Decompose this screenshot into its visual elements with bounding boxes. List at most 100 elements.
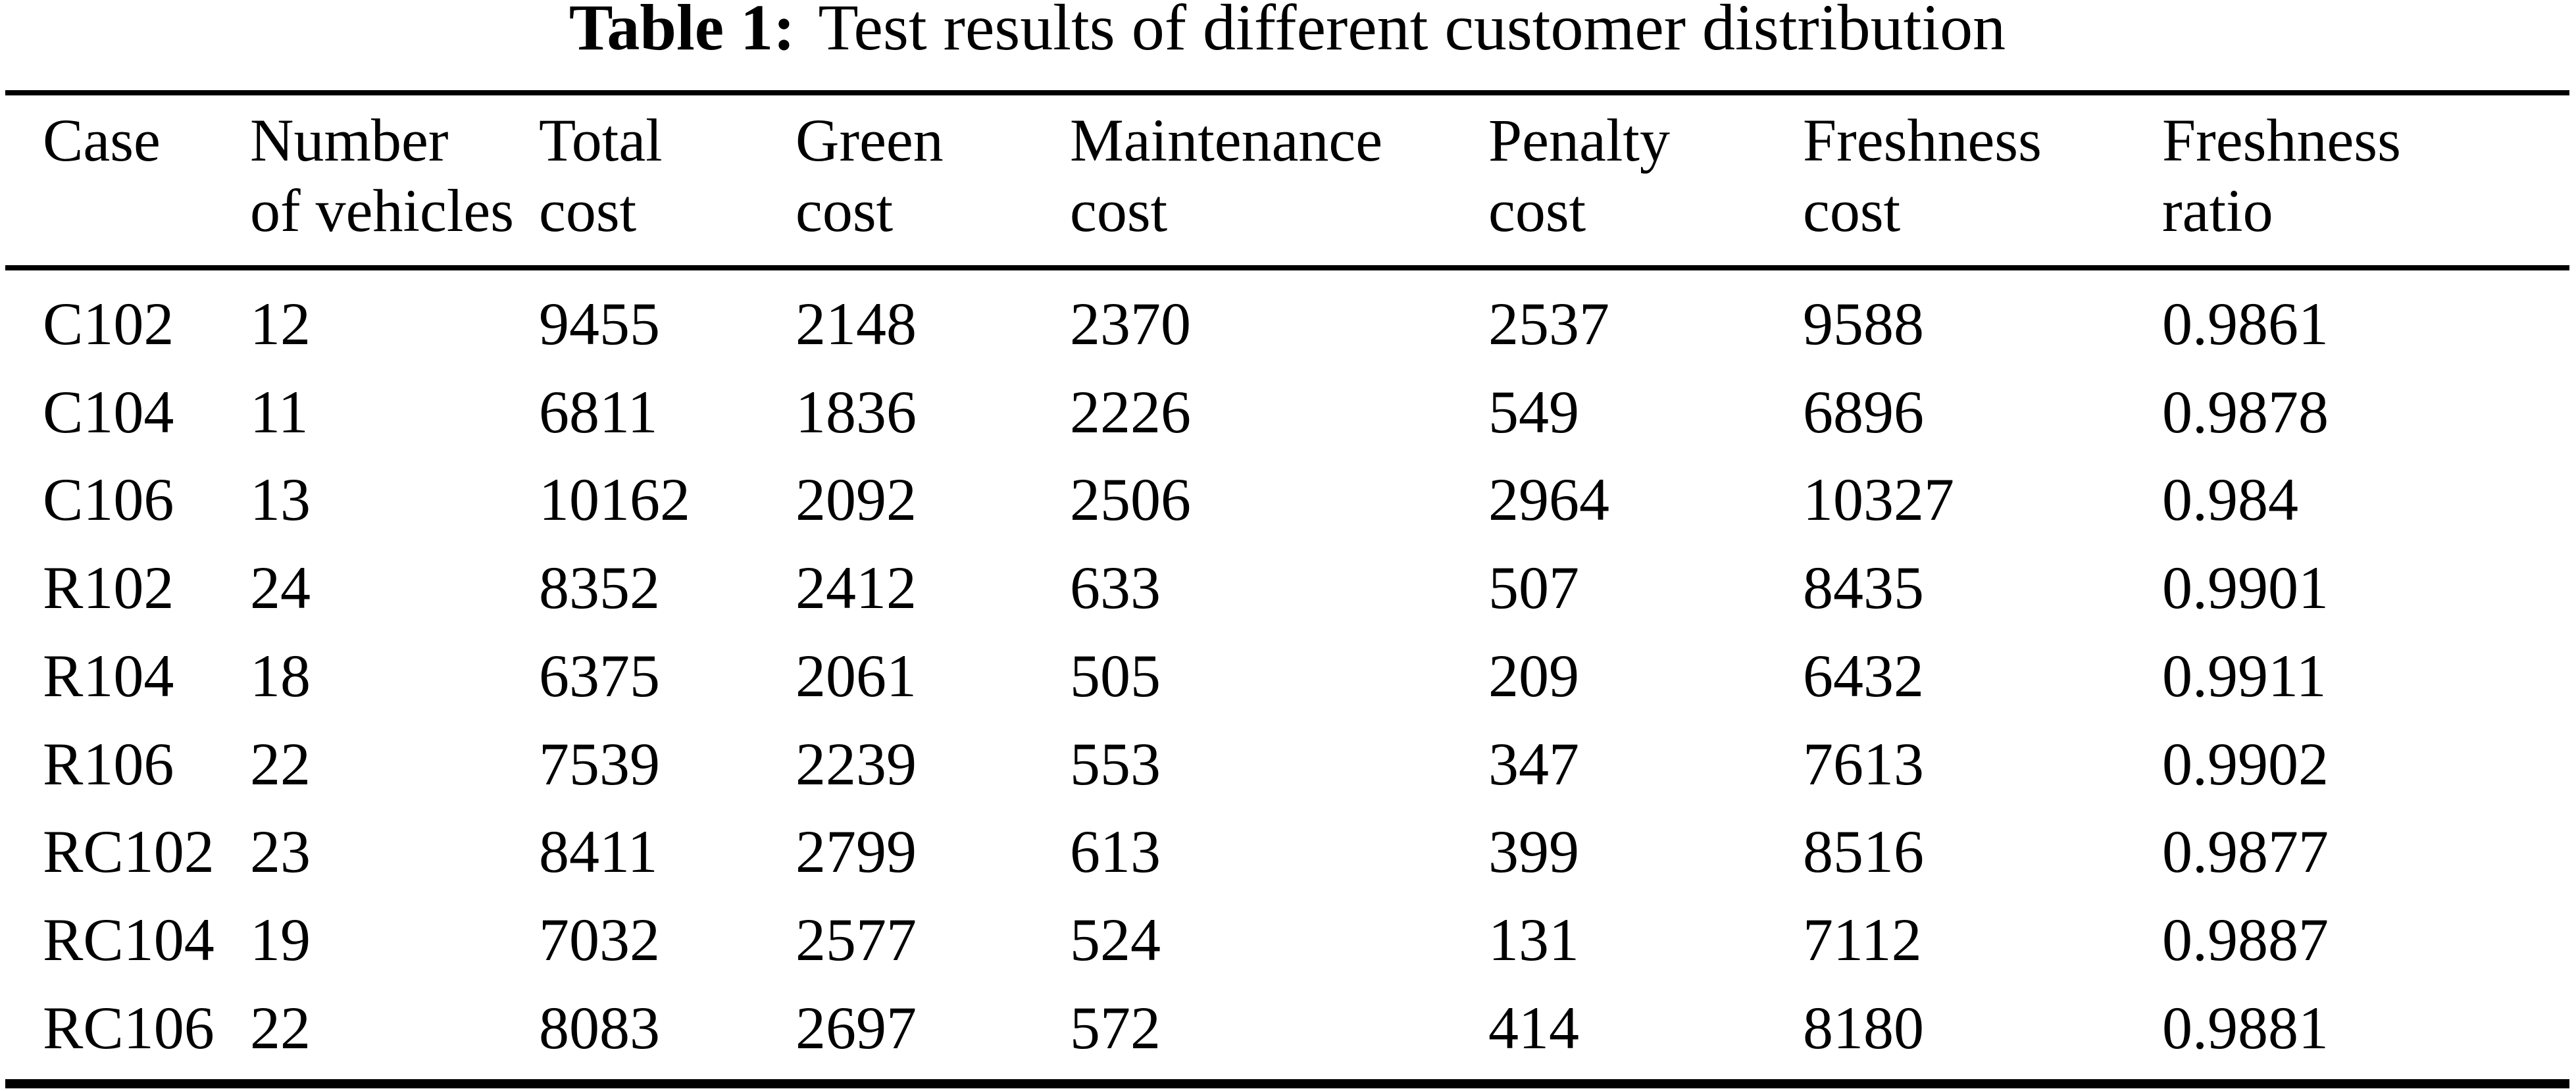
- cell-vehicles: 22: [250, 730, 311, 798]
- cell-freshness-cost: 8180: [1803, 994, 1924, 1061]
- cell-green-cost: 2148: [796, 290, 917, 357]
- cell-green-cost: 2092: [796, 466, 917, 534]
- cell-total-cost: 8352: [539, 554, 660, 622]
- cell-maintenance-cost: 2226: [1070, 378, 1191, 445]
- cell-freshness-cost: 7613: [1803, 730, 1924, 798]
- header-line: Case: [43, 107, 161, 174]
- cell-vehicles: 12: [250, 290, 311, 357]
- cell-maintenance-cost: 524: [1070, 906, 1161, 974]
- cell-freshness-ratio: 0.9877: [2162, 818, 2329, 886]
- cell-vehicles: 22: [250, 994, 311, 1061]
- cell-total-cost: 8083: [539, 994, 660, 1061]
- header-line: cost: [796, 177, 894, 244]
- cell-penalty-cost: 507: [1488, 554, 1579, 622]
- cell-freshness-ratio: 0.9911: [2162, 642, 2327, 709]
- cell-freshness-ratio: 0.9887: [2162, 906, 2329, 974]
- header-line: Freshness: [1803, 107, 2042, 174]
- cell-penalty-cost: 347: [1488, 730, 1579, 798]
- cell-case: RC106: [43, 994, 215, 1061]
- header-line: Freshness: [2162, 107, 2401, 174]
- table-caption-label: Table 1:: [568, 0, 796, 64]
- cell-freshness-ratio: 0.984: [2162, 466, 2298, 534]
- cell-vehicles: 23: [250, 818, 311, 886]
- cell-freshness-ratio: 0.9881: [2162, 994, 2329, 1061]
- cell-vehicles: 19: [250, 906, 311, 974]
- cell-green-cost: 1836: [796, 378, 917, 445]
- cell-case: RC104: [43, 906, 215, 974]
- cell-maintenance-cost: 613: [1070, 818, 1161, 886]
- cell-penalty-cost: 209: [1488, 642, 1579, 709]
- table-bottom-rule: [5, 1079, 2569, 1088]
- cell-penalty-cost: 131: [1488, 906, 1579, 974]
- cell-freshness-ratio: 0.9878: [2162, 378, 2329, 445]
- cell-green-cost: 2697: [796, 994, 917, 1061]
- cell-freshness-cost: 6896: [1803, 378, 1924, 445]
- table-header-row: Case Number of vehicles Total cost Green…: [5, 105, 2569, 246]
- table-header-rule: [5, 265, 2569, 270]
- header-line: ratio: [2162, 177, 2273, 244]
- header-number-of-vehicles: Number of vehicles: [250, 105, 539, 246]
- cell-total-cost: 10162: [539, 466, 690, 534]
- cell-freshness-cost: 6432: [1803, 642, 1924, 709]
- cell-penalty-cost: 549: [1488, 378, 1579, 445]
- cell-total-cost: 9455: [539, 290, 660, 357]
- header-line: cost: [1488, 177, 1586, 244]
- cell-maintenance-cost: 2506: [1070, 466, 1191, 534]
- cell-case: C104: [43, 378, 174, 445]
- cell-freshness-cost: 7112: [1803, 906, 1922, 974]
- table-body: C102 12 9455 2148 2370 2537 9588 0.9861 …: [5, 280, 2569, 1072]
- cell-maintenance-cost: 553: [1070, 730, 1161, 798]
- cell-freshness-ratio: 0.9861: [2162, 290, 2329, 357]
- cell-green-cost: 2799: [796, 818, 917, 886]
- cell-penalty-cost: 414: [1488, 994, 1579, 1061]
- cell-green-cost: 2577: [796, 906, 917, 974]
- header-freshness-cost: Freshness cost: [1803, 105, 2162, 246]
- cell-green-cost: 2239: [796, 730, 917, 798]
- cell-maintenance-cost: 505: [1070, 642, 1161, 709]
- cell-vehicles: 13: [250, 466, 311, 534]
- header-line: Green: [796, 107, 944, 174]
- cell-green-cost: 2412: [796, 554, 917, 622]
- header-penalty-cost: Penalty cost: [1488, 105, 1803, 246]
- header-line: cost: [1803, 177, 1901, 244]
- cell-case: C106: [43, 466, 174, 534]
- header-line: Penalty: [1488, 107, 1670, 174]
- cell-penalty-cost: 2537: [1488, 290, 1609, 357]
- cell-total-cost: 8411: [539, 818, 658, 886]
- header-maintenance-cost: Maintenance cost: [1070, 105, 1488, 246]
- cell-total-cost: 7539: [539, 730, 660, 798]
- header-line: Total: [539, 107, 663, 174]
- cell-freshness-cost: 10327: [1803, 466, 1954, 534]
- cell-case: R102: [43, 554, 174, 622]
- header-green-cost: Green cost: [796, 105, 1070, 246]
- cell-freshness-ratio: 0.9902: [2162, 730, 2329, 798]
- cell-case: R104: [43, 642, 174, 709]
- header-line: of vehicles: [250, 177, 515, 244]
- header-total-cost: Total cost: [539, 105, 796, 246]
- cell-freshness-cost: 8516: [1803, 818, 1924, 886]
- cell-maintenance-cost: 633: [1070, 554, 1161, 622]
- cell-freshness-ratio: 0.9901: [2162, 554, 2329, 622]
- cell-vehicles: 24: [250, 554, 311, 622]
- table-caption-text: Test results of different customer distr…: [818, 0, 2006, 64]
- table-top-rule: [5, 90, 2569, 95]
- header-line: cost: [1070, 177, 1168, 244]
- header-line: cost: [539, 177, 637, 244]
- cell-penalty-cost: 2964: [1488, 466, 1609, 534]
- cell-freshness-cost: 8435: [1803, 554, 1924, 622]
- table-caption: Table 1: Test results of different custom…: [5, 0, 2569, 61]
- cell-total-cost: 6375: [539, 642, 660, 709]
- cell-vehicles: 11: [250, 378, 309, 445]
- cell-maintenance-cost: 572: [1070, 994, 1161, 1061]
- cell-case: R106: [43, 730, 174, 798]
- cell-penalty-cost: 399: [1488, 818, 1579, 886]
- cell-maintenance-cost: 2370: [1070, 290, 1191, 357]
- cell-freshness-cost: 9588: [1803, 290, 1924, 357]
- cell-total-cost: 7032: [539, 906, 660, 974]
- cell-case: RC102: [43, 818, 215, 886]
- header-freshness-ratio: Freshness ratio: [2162, 105, 2569, 246]
- cell-vehicles: 18: [250, 642, 311, 709]
- cell-case: C102: [43, 290, 174, 357]
- header-line: Number: [250, 107, 449, 174]
